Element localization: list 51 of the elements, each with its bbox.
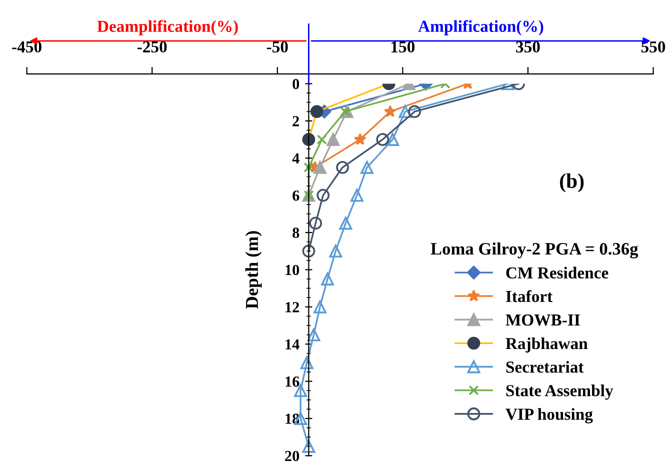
x-tick-label: -50 [266,41,288,53]
legend-label: Rajbhawan [506,337,588,353]
y-tick-label: 6 [292,190,300,201]
y-tick-label: 12 [286,302,300,312]
point [307,328,320,342]
point [398,105,412,118]
legend-label: Secretariat [506,361,584,373]
legend-label: Itafort [506,290,553,302]
point [408,105,422,118]
point [339,216,352,230]
point [302,244,316,258]
point [384,105,396,117]
point [336,160,349,174]
legend-label: CM Residence [506,266,608,279]
legend-label: State Assembly [506,384,614,400]
text: Amplification(%) [418,20,544,36]
y-tick-label: 10 [286,264,300,276]
point [350,188,364,202]
point [309,216,322,230]
point [326,133,340,146]
legend-title: Loma Gilroy-2 PGA = 0.36g [430,242,638,258]
y-tick-label: 2 [292,116,300,126]
legend-label: MOWB-II [506,314,580,326]
point [302,440,316,453]
y-tick-label: 4 [292,153,300,164]
point [376,133,390,146]
y-tick-label: 14 [286,339,300,350]
point [304,162,314,172]
point [314,160,326,174]
x-tick-label: -250 [137,41,167,53]
point [316,134,327,145]
point [321,272,334,286]
point [360,160,374,174]
point [329,244,342,258]
y-tick-label: 0 [292,78,300,90]
y-tick-label: 20 [285,450,300,462]
point [386,133,400,146]
y-tick-label: 16 [286,376,300,387]
point [340,106,350,117]
text: Deamplification(%) [97,20,238,36]
y-axis-title: Depth (m) [245,231,262,309]
annotation: (b) [560,173,584,192]
x-tick-label: -450 [12,41,42,53]
x-tick-label: 150 [392,41,415,53]
y-tick-label: 8 [292,228,300,238]
point [354,133,366,145]
point [314,300,326,314]
legend-label: VIP housing [506,408,593,424]
x-tick-label: 350 [516,41,540,53]
point [300,356,314,370]
point [316,188,330,202]
